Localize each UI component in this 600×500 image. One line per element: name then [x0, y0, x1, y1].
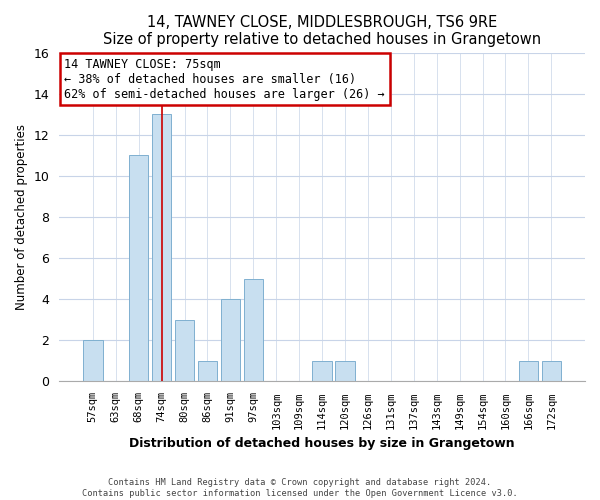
- Bar: [152, 114, 172, 382]
- Bar: [197, 361, 217, 382]
- Title: 14, TAWNEY CLOSE, MIDDLESBROUGH, TS6 9RE
Size of property relative to detached h: 14, TAWNEY CLOSE, MIDDLESBROUGH, TS6 9RE…: [103, 15, 541, 48]
- X-axis label: Distribution of detached houses by size in Grangetown: Distribution of detached houses by size …: [129, 437, 515, 450]
- Bar: [542, 361, 561, 382]
- Y-axis label: Number of detached properties: Number of detached properties: [15, 124, 28, 310]
- Bar: [83, 340, 103, 382]
- Bar: [313, 361, 332, 382]
- Bar: [335, 361, 355, 382]
- Bar: [221, 300, 240, 382]
- Bar: [175, 320, 194, 382]
- Bar: [244, 278, 263, 382]
- Text: 14 TAWNEY CLOSE: 75sqm
← 38% of detached houses are smaller (16)
62% of semi-det: 14 TAWNEY CLOSE: 75sqm ← 38% of detached…: [64, 58, 385, 100]
- Text: Contains HM Land Registry data © Crown copyright and database right 2024.
Contai: Contains HM Land Registry data © Crown c…: [82, 478, 518, 498]
- Bar: [129, 156, 148, 382]
- Bar: [518, 361, 538, 382]
